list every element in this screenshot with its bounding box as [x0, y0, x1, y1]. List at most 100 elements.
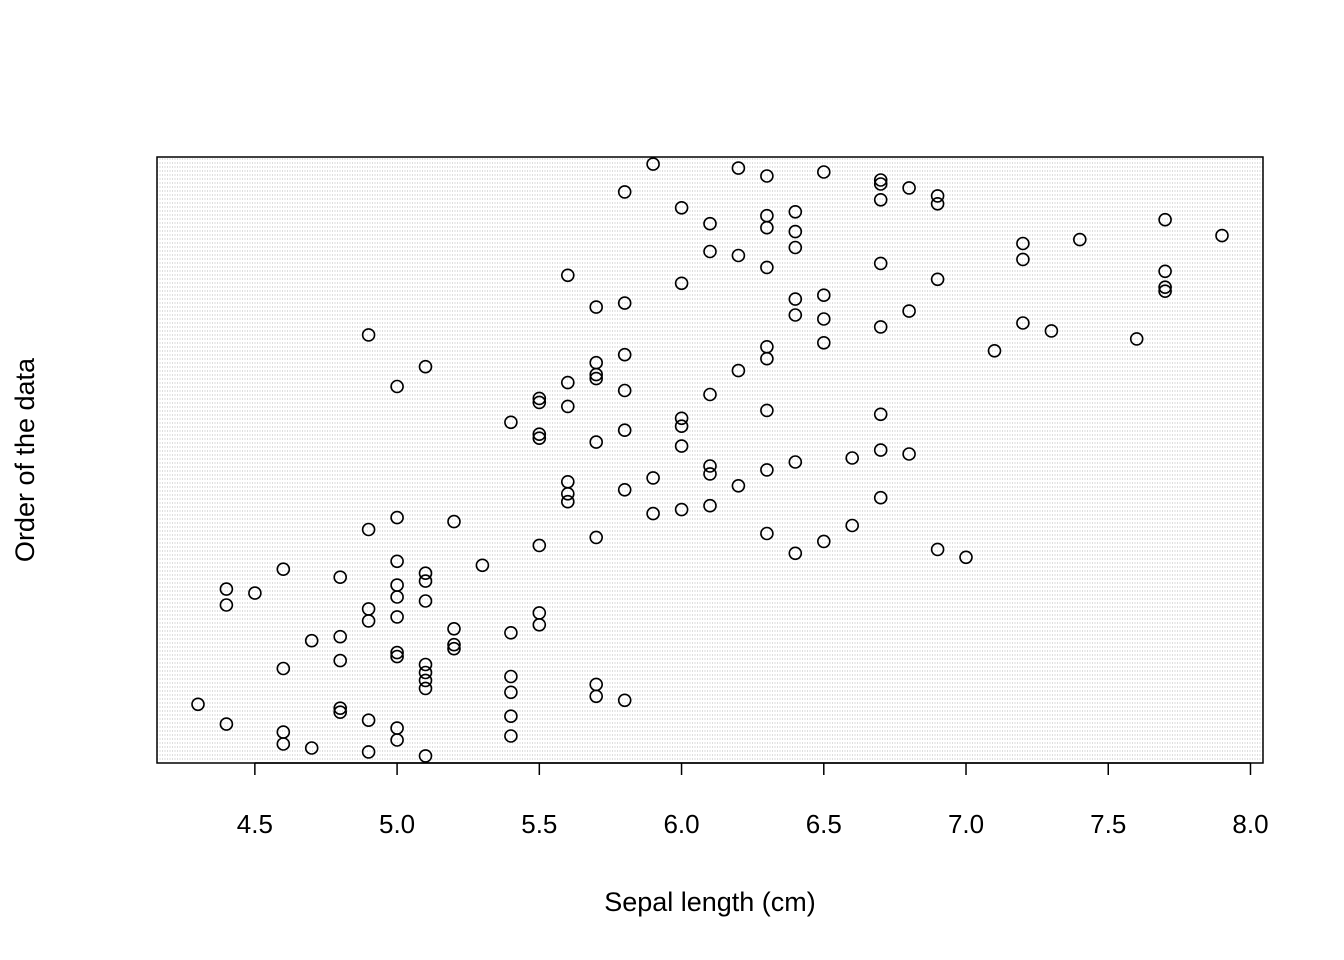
data-point — [788, 240, 803, 255]
data-point — [589, 677, 604, 692]
data-point — [788, 546, 803, 561]
data-point — [731, 363, 746, 378]
data-point — [304, 741, 319, 755]
x-tick-label: 7.0 — [948, 809, 984, 839]
data-point — [703, 387, 717, 402]
data-point — [873, 490, 888, 505]
data-point — [504, 709, 518, 724]
data-point — [816, 312, 831, 326]
data-point — [390, 554, 404, 569]
data-point — [873, 256, 888, 271]
data-point — [390, 721, 404, 735]
data-point — [418, 359, 433, 374]
data-point — [447, 514, 461, 529]
data-point — [333, 653, 348, 668]
data-point — [333, 701, 348, 716]
data-point — [248, 586, 262, 600]
data-point — [816, 288, 831, 303]
data-point — [532, 427, 547, 442]
data-point — [731, 161, 746, 175]
data-point — [560, 474, 575, 489]
data-point — [703, 467, 717, 481]
data-point — [447, 621, 461, 636]
data-point — [987, 343, 1002, 358]
data-point — [447, 641, 461, 656]
data-point — [361, 522, 376, 537]
data-point — [902, 447, 916, 461]
data-point — [390, 610, 404, 624]
data-point — [845, 518, 860, 533]
data-point — [617, 185, 632, 199]
data-point — [1016, 316, 1030, 330]
data-point — [816, 165, 831, 179]
data-point — [617, 383, 632, 398]
data-point — [760, 403, 774, 418]
data-point — [674, 502, 689, 517]
data-point — [873, 443, 888, 457]
data-point — [674, 439, 689, 453]
data-point — [1158, 264, 1172, 279]
data-point — [589, 435, 604, 449]
data-point — [1016, 236, 1030, 251]
data-point — [674, 201, 689, 215]
data-point — [589, 300, 604, 314]
data-point — [617, 693, 632, 708]
data-point — [418, 749, 433, 763]
data-point — [845, 451, 860, 465]
data-point — [617, 296, 632, 310]
data-point — [788, 224, 803, 239]
data-point — [788, 205, 803, 219]
data-point — [1158, 212, 1172, 227]
data-point — [760, 260, 774, 275]
data-point — [674, 411, 689, 426]
data-point — [276, 562, 291, 577]
data-point — [1158, 280, 1172, 295]
data-point — [1016, 252, 1030, 267]
x-tick-label: 8.0 — [1232, 809, 1268, 839]
data-point — [560, 494, 575, 509]
x-tick-label: 5.0 — [379, 809, 415, 839]
data-point — [333, 705, 348, 720]
data-point — [504, 729, 518, 743]
data-point — [902, 304, 916, 318]
data-point — [1158, 284, 1172, 299]
data-point — [731, 248, 746, 263]
data-point — [930, 272, 945, 287]
data-point — [760, 463, 774, 477]
data-point — [589, 371, 604, 386]
data-point — [276, 725, 291, 739]
data-point — [560, 268, 575, 283]
data-point — [504, 685, 518, 700]
data-point — [873, 320, 888, 334]
data-point — [930, 197, 945, 211]
data-point — [646, 471, 660, 485]
y-axis-label: Order of the data — [10, 357, 40, 562]
data-point — [418, 594, 433, 608]
x-axis-label: Sepal length (cm) — [604, 887, 816, 917]
data-point — [873, 173, 888, 187]
data-point — [760, 526, 774, 541]
data-point — [219, 598, 234, 612]
data-point — [418, 673, 433, 688]
data-point — [617, 482, 632, 497]
data-point — [418, 566, 433, 581]
x-tick-label: 6.0 — [663, 809, 699, 839]
data-point — [703, 216, 717, 231]
data-point — [361, 745, 376, 759]
data-point — [390, 578, 404, 592]
data-point — [361, 328, 376, 342]
data-point — [873, 193, 888, 207]
points-layer — [191, 157, 1229, 763]
data-point — [816, 534, 831, 549]
data-point — [532, 606, 547, 620]
data-point — [731, 478, 746, 493]
data-point — [959, 550, 973, 565]
data-point — [361, 602, 376, 616]
data-point — [617, 423, 632, 438]
data-point — [304, 633, 319, 648]
data-point — [703, 459, 717, 473]
data-point — [873, 177, 888, 191]
data-point — [447, 637, 461, 652]
data-point — [1215, 228, 1229, 243]
